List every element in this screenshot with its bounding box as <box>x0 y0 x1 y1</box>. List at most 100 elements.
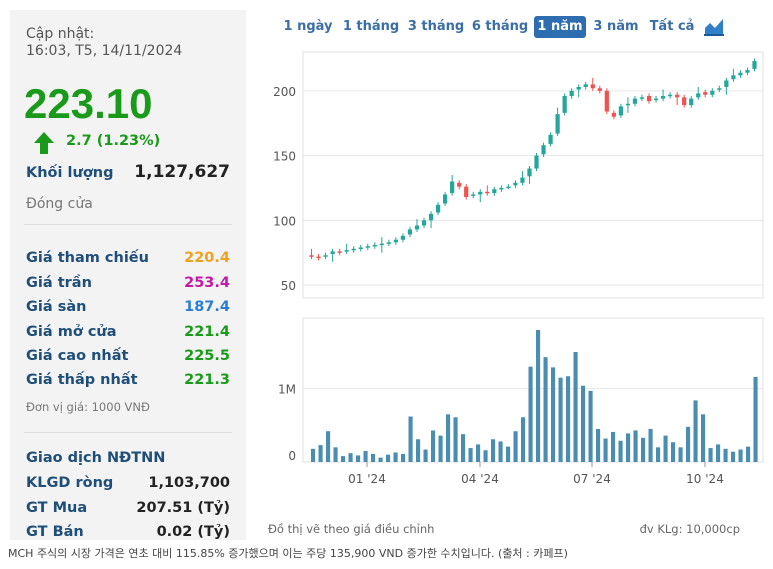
x-tick-label: 01 '24 <box>348 472 386 486</box>
candle <box>632 98 638 104</box>
x-tick-label: 04 '24 <box>461 472 499 486</box>
price-chart: 50 100 150 200 0 1M 01 '24 04 '24 07 '24 10 '24 Đồ… <box>268 51 764 536</box>
caption: MCH 주식의 시장 가격은 연초 대비 115.85% 증가했으며 이는 주당… <box>8 547 568 560</box>
candle <box>478 191 483 195</box>
candle <box>414 225 420 230</box>
candle <box>527 168 532 177</box>
foreign-trade-title: Giao dịch NĐTNN <box>26 450 166 466</box>
volume-bar <box>326 431 331 462</box>
volume-bar <box>363 451 368 462</box>
volume-bar <box>371 453 376 462</box>
candle <box>668 94 673 97</box>
volume-bar <box>701 414 706 462</box>
volume-bar <box>656 447 661 462</box>
foreign-row-label: GT Bán <box>26 524 84 540</box>
volume-bar <box>611 431 616 462</box>
volume-bar <box>596 429 601 462</box>
volume-bar <box>551 367 556 462</box>
candle <box>316 256 321 259</box>
volume-bar <box>461 434 466 462</box>
volume-bar <box>333 447 338 462</box>
candle <box>639 97 645 99</box>
candle <box>703 92 708 95</box>
volume-bar <box>708 448 713 462</box>
candle <box>689 98 694 106</box>
volume-bar <box>318 445 323 462</box>
foreign-row-value: 207.51 (Tỷ) <box>136 500 230 516</box>
candle <box>625 103 631 106</box>
candle <box>386 242 391 244</box>
volume-bar <box>671 442 676 462</box>
candle <box>745 70 750 73</box>
arrow-up-icon <box>34 132 54 154</box>
candle <box>372 244 377 247</box>
volume-bar <box>581 385 586 462</box>
tab-period[interactable]: 1 ngày <box>283 19 333 34</box>
volume-bar <box>528 366 533 462</box>
area-chart-icon[interactable] <box>704 18 724 36</box>
candle <box>597 88 602 91</box>
candle <box>485 191 490 194</box>
tab-period[interactable]: 1 tháng <box>342 19 400 34</box>
tab-period[interactable]: 6 tháng <box>471 19 529 34</box>
tab-period[interactable]: 3 tháng <box>407 19 465 34</box>
volume-bar <box>633 430 638 462</box>
volume-panel-frame <box>302 317 764 463</box>
tab-period[interactable]: 3 năm <box>593 19 639 34</box>
price-row-value: 221.4 <box>184 324 230 340</box>
price-row-label: Giá thấp nhất <box>26 372 138 388</box>
candle <box>717 88 722 90</box>
volume-bar <box>453 417 458 462</box>
candle <box>590 84 595 89</box>
volume-bar <box>431 430 436 462</box>
candle <box>534 155 539 169</box>
volume-bar <box>686 426 691 462</box>
price-panel-frame <box>302 51 764 299</box>
tab-period[interactable]: Tất cả <box>649 19 695 34</box>
volume-bar <box>341 456 346 462</box>
volume-bar <box>588 390 593 462</box>
candle <box>337 251 342 253</box>
candle <box>358 247 363 250</box>
volume-bar <box>641 437 646 462</box>
volume-unit-note: đv KLg: 10,000cp <box>640 522 740 536</box>
volume-value: 1,127,627 <box>134 162 230 182</box>
foreign-row-value: 0.02 (Tỷ) <box>156 524 230 540</box>
candle <box>738 72 743 76</box>
volume-bar <box>378 457 383 462</box>
candle <box>752 61 757 69</box>
price-row-label: Giá sàn <box>26 299 87 315</box>
candle <box>365 246 370 248</box>
candle <box>646 96 652 102</box>
candle <box>611 112 616 117</box>
volume-bar <box>536 330 541 462</box>
candle <box>323 255 328 257</box>
volume-bar <box>311 448 316 462</box>
volume-bar <box>723 448 728 462</box>
volume-bar <box>558 377 563 462</box>
volume-bar <box>438 435 443 462</box>
volume-bar <box>416 439 421 462</box>
unit-note: Đơn vị giá: 1000 VNĐ <box>26 400 150 414</box>
divider <box>24 432 232 433</box>
price-row-label: Giá trần <box>26 275 92 291</box>
candle <box>309 255 314 257</box>
tab-period[interactable]: 1 năm <box>534 16 586 38</box>
candle <box>344 250 349 252</box>
candle <box>506 186 511 189</box>
volume-label: Khối lượng <box>26 165 114 181</box>
volume-bar <box>483 450 488 462</box>
volume-bar <box>513 431 518 462</box>
candle <box>660 96 666 99</box>
volume-bar <box>423 449 428 462</box>
volume-bar <box>603 438 608 462</box>
candle <box>541 145 546 155</box>
candle <box>435 204 441 213</box>
price-row-value: 221.3 <box>184 372 230 388</box>
volume-tick-label: 1M <box>278 383 296 397</box>
candle <box>492 189 497 194</box>
volume-bar <box>476 444 481 462</box>
candle <box>604 90 609 112</box>
volume-bar <box>746 446 751 462</box>
candle <box>731 75 736 80</box>
